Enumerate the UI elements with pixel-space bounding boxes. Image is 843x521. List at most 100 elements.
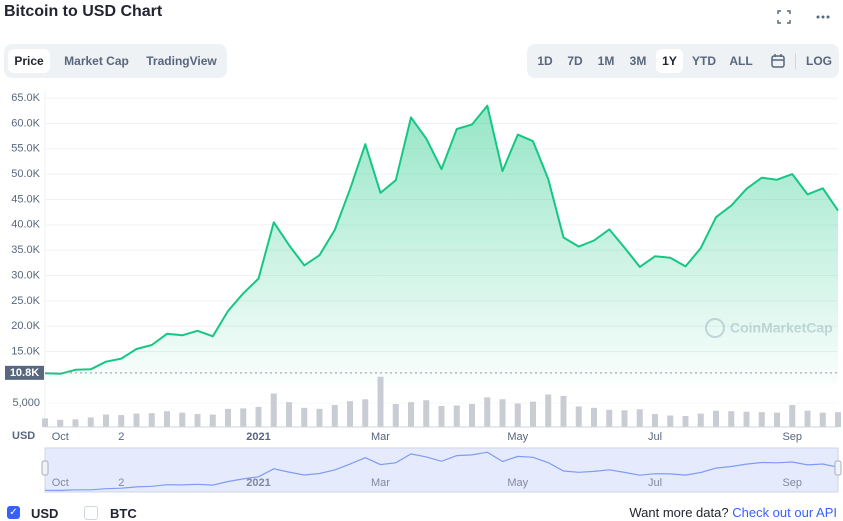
navigator-tick-label: 2 — [118, 477, 124, 489]
volume-bar — [530, 401, 536, 427]
volume-bar — [438, 405, 445, 427]
volume-bar — [148, 413, 155, 427]
checkbox-checked[interactable]: ✓ — [7, 506, 20, 519]
volume-bar — [347, 401, 353, 427]
volume-bar — [72, 419, 79, 427]
button[interactable]: LOG — [806, 54, 832, 68]
volume-bar — [499, 399, 506, 427]
calendar-icon[interactable] — [770, 53, 786, 69]
x-tick-label: 2021 — [246, 431, 270, 443]
volume-bar — [652, 414, 658, 427]
volume-bar — [87, 417, 94, 427]
volume-bar — [621, 410, 628, 427]
navigator-handle[interactable] — [41, 460, 49, 476]
volume-bar — [164, 411, 170, 427]
volume-bar — [118, 415, 125, 427]
button[interactable]: ALL — [729, 54, 753, 68]
button[interactable]: 7D — [567, 54, 583, 68]
currency-label: USD — [31, 506, 59, 521]
navigator-line — [44, 451, 839, 492]
volume-bar — [682, 416, 689, 427]
volume-bar — [560, 395, 567, 427]
api-text: Want more data? — [629, 505, 729, 520]
button[interactable]: 1Y — [656, 49, 683, 73]
volume-bar — [57, 419, 64, 427]
volume-bar — [636, 409, 643, 427]
volume-bar — [225, 408, 231, 427]
volume-bar — [713, 410, 719, 427]
volume-bar — [774, 412, 780, 427]
volume-bar — [606, 409, 613, 427]
api-note: Want more data? Check out our API — [629, 505, 837, 520]
price-area — [45, 105, 838, 385]
volume-bar — [209, 414, 216, 427]
navigator-tick-label: Jul — [648, 477, 662, 489]
volume-bar — [42, 418, 48, 427]
volume-bar — [103, 414, 109, 427]
y-tick-label: 15.0K — [11, 345, 40, 357]
volume-bar — [331, 405, 338, 427]
header-icons[interactable] — [775, 8, 835, 26]
volume-bar — [240, 408, 247, 427]
checkbox[interactable] — [84, 506, 98, 520]
y-tick-label: 55.0K — [11, 143, 40, 155]
separator — [795, 53, 796, 69]
volume-bar — [667, 415, 674, 427]
title: Bitcoin to USD Chart — [4, 3, 163, 20]
navigator-tick-label: Mar — [371, 477, 390, 489]
volume-bar — [819, 412, 826, 427]
volume-bar — [453, 405, 460, 427]
y-tick-label: 25.0K — [11, 295, 40, 307]
range-group: 1D 7D 1M 3M 1Y YTD ALL LOG — [527, 44, 839, 78]
volume-bar — [545, 394, 552, 427]
chart: 15.0K 20.0K 25.0K 30.0K 35.0K 40.0K 45.0K 50.0K… — [5, 90, 842, 493]
volume-bar — [392, 404, 399, 427]
volume-bar — [789, 405, 796, 427]
navigator-tick-label: May — [507, 477, 528, 489]
api-link[interactable]: Check out our API — [732, 505, 837, 520]
volume-bar — [301, 407, 308, 427]
volume-bar — [697, 413, 704, 427]
button[interactable]: Market Cap — [64, 54, 129, 68]
button[interactable]: 1D — [537, 54, 553, 68]
x-tick-label: Jul — [648, 431, 662, 443]
navigator-tick-label: Oct — [52, 477, 69, 489]
volume-bar — [758, 412, 765, 427]
y-tick-label: 65.0K — [11, 92, 40, 104]
button[interactable]: 3M — [629, 54, 647, 68]
x-tick-label: 2 — [118, 431, 124, 443]
tab-group: Price Market Cap TradingView — [4, 44, 227, 78]
price-marker-label: 10.8K — [10, 367, 39, 379]
y-tick-label: 60.0K — [11, 117, 40, 129]
price-line — [44, 104, 839, 375]
volume-bar — [423, 400, 430, 427]
volume-bar — [286, 402, 292, 427]
y-tick-label: 40.0K — [11, 219, 40, 231]
button[interactable]: YTD — [692, 54, 716, 68]
volume-bar — [270, 393, 277, 427]
navigator-handle[interactable] — [834, 460, 842, 476]
volume-bar — [591, 407, 597, 427]
button[interactable]: Price — [8, 49, 50, 73]
y-tick-label: 35.0K — [11, 244, 40, 256]
volume-bar — [835, 412, 841, 427]
axis-unit: USD — [12, 430, 35, 442]
volume-tick-label: 5,000 — [12, 397, 40, 409]
y-tick-label: 30.0K — [11, 269, 40, 281]
y-tick-label: 50.0K — [11, 168, 40, 180]
volume-bar — [408, 402, 414, 427]
volume-bar — [255, 406, 262, 427]
volume-bar — [469, 404, 475, 427]
y-tick-label: 20.0K — [11, 320, 40, 332]
volume-bar — [362, 399, 369, 427]
volume-bar — [316, 408, 323, 427]
navigator-tick-label: 2021 — [246, 477, 270, 489]
x-tick-label: Mar — [371, 431, 390, 443]
price-marker-badge — [5, 365, 44, 380]
volume-bar — [377, 376, 384, 427]
x-tick-label: May — [507, 431, 528, 443]
currency-label: BTC — [110, 506, 137, 521]
button[interactable]: TradingView — [146, 54, 217, 68]
button[interactable]: 1M — [597, 54, 615, 68]
